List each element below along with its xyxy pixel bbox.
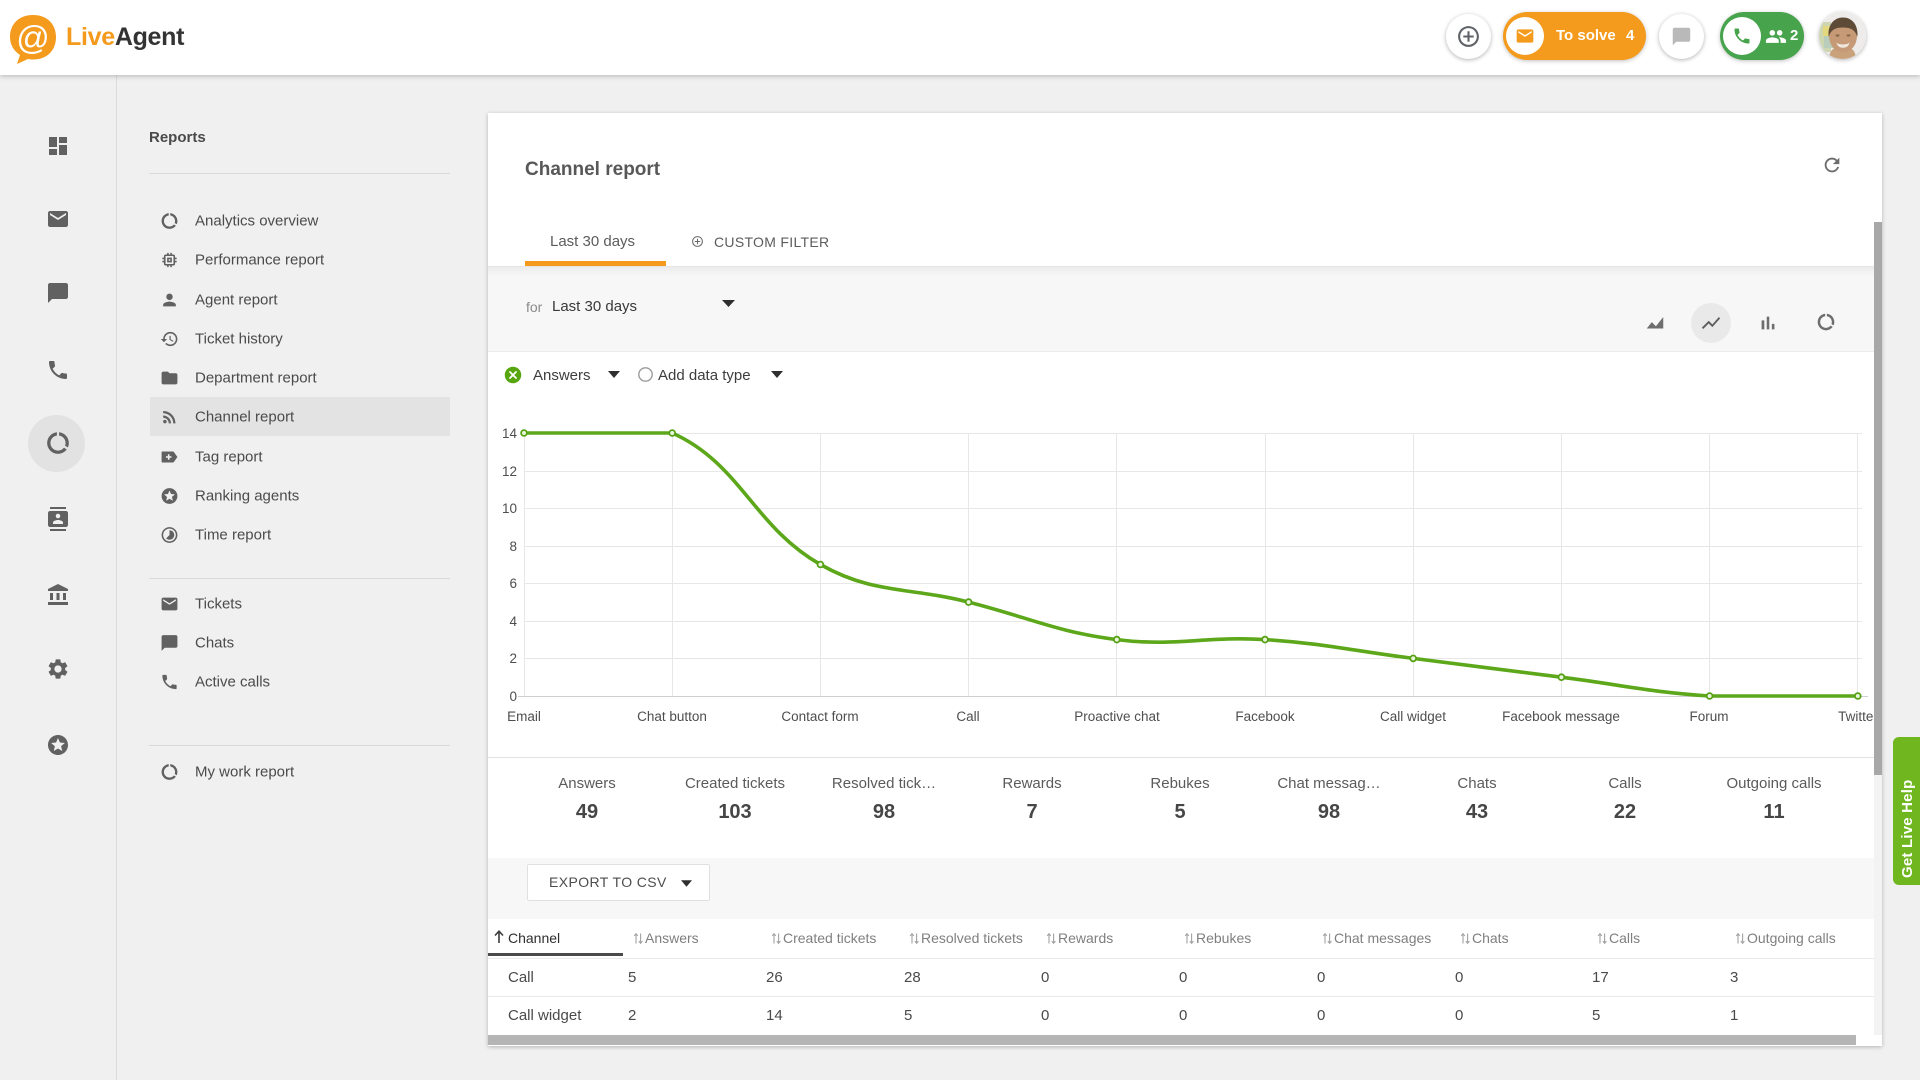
svg-text:Facebook: Facebook xyxy=(1235,709,1295,724)
svg-text:10: 10 xyxy=(502,501,517,516)
svg-text:Email: Email xyxy=(507,709,541,724)
svg-text:14: 14 xyxy=(502,426,518,441)
svg-text:Twitter: Twitter xyxy=(1838,709,1874,724)
svg-text:0: 0 xyxy=(509,689,517,704)
svg-text:8: 8 xyxy=(509,539,517,554)
svg-text:Facebook message: Facebook message xyxy=(1502,709,1620,724)
svg-text:Forum: Forum xyxy=(1689,709,1728,724)
svg-text:Proactive chat: Proactive chat xyxy=(1074,709,1160,724)
svg-text:6: 6 xyxy=(509,576,517,591)
svg-text:@: @ xyxy=(16,19,50,56)
svg-text:Call: Call xyxy=(956,709,979,724)
svg-text:2: 2 xyxy=(509,651,517,666)
svg-text:Call widget: Call widget xyxy=(1380,709,1446,724)
svg-text:12: 12 xyxy=(502,464,517,479)
svg-text:Contact form: Contact form xyxy=(781,709,858,724)
svg-text:Chat button: Chat button xyxy=(637,709,707,724)
svg-text:4: 4 xyxy=(509,614,517,629)
